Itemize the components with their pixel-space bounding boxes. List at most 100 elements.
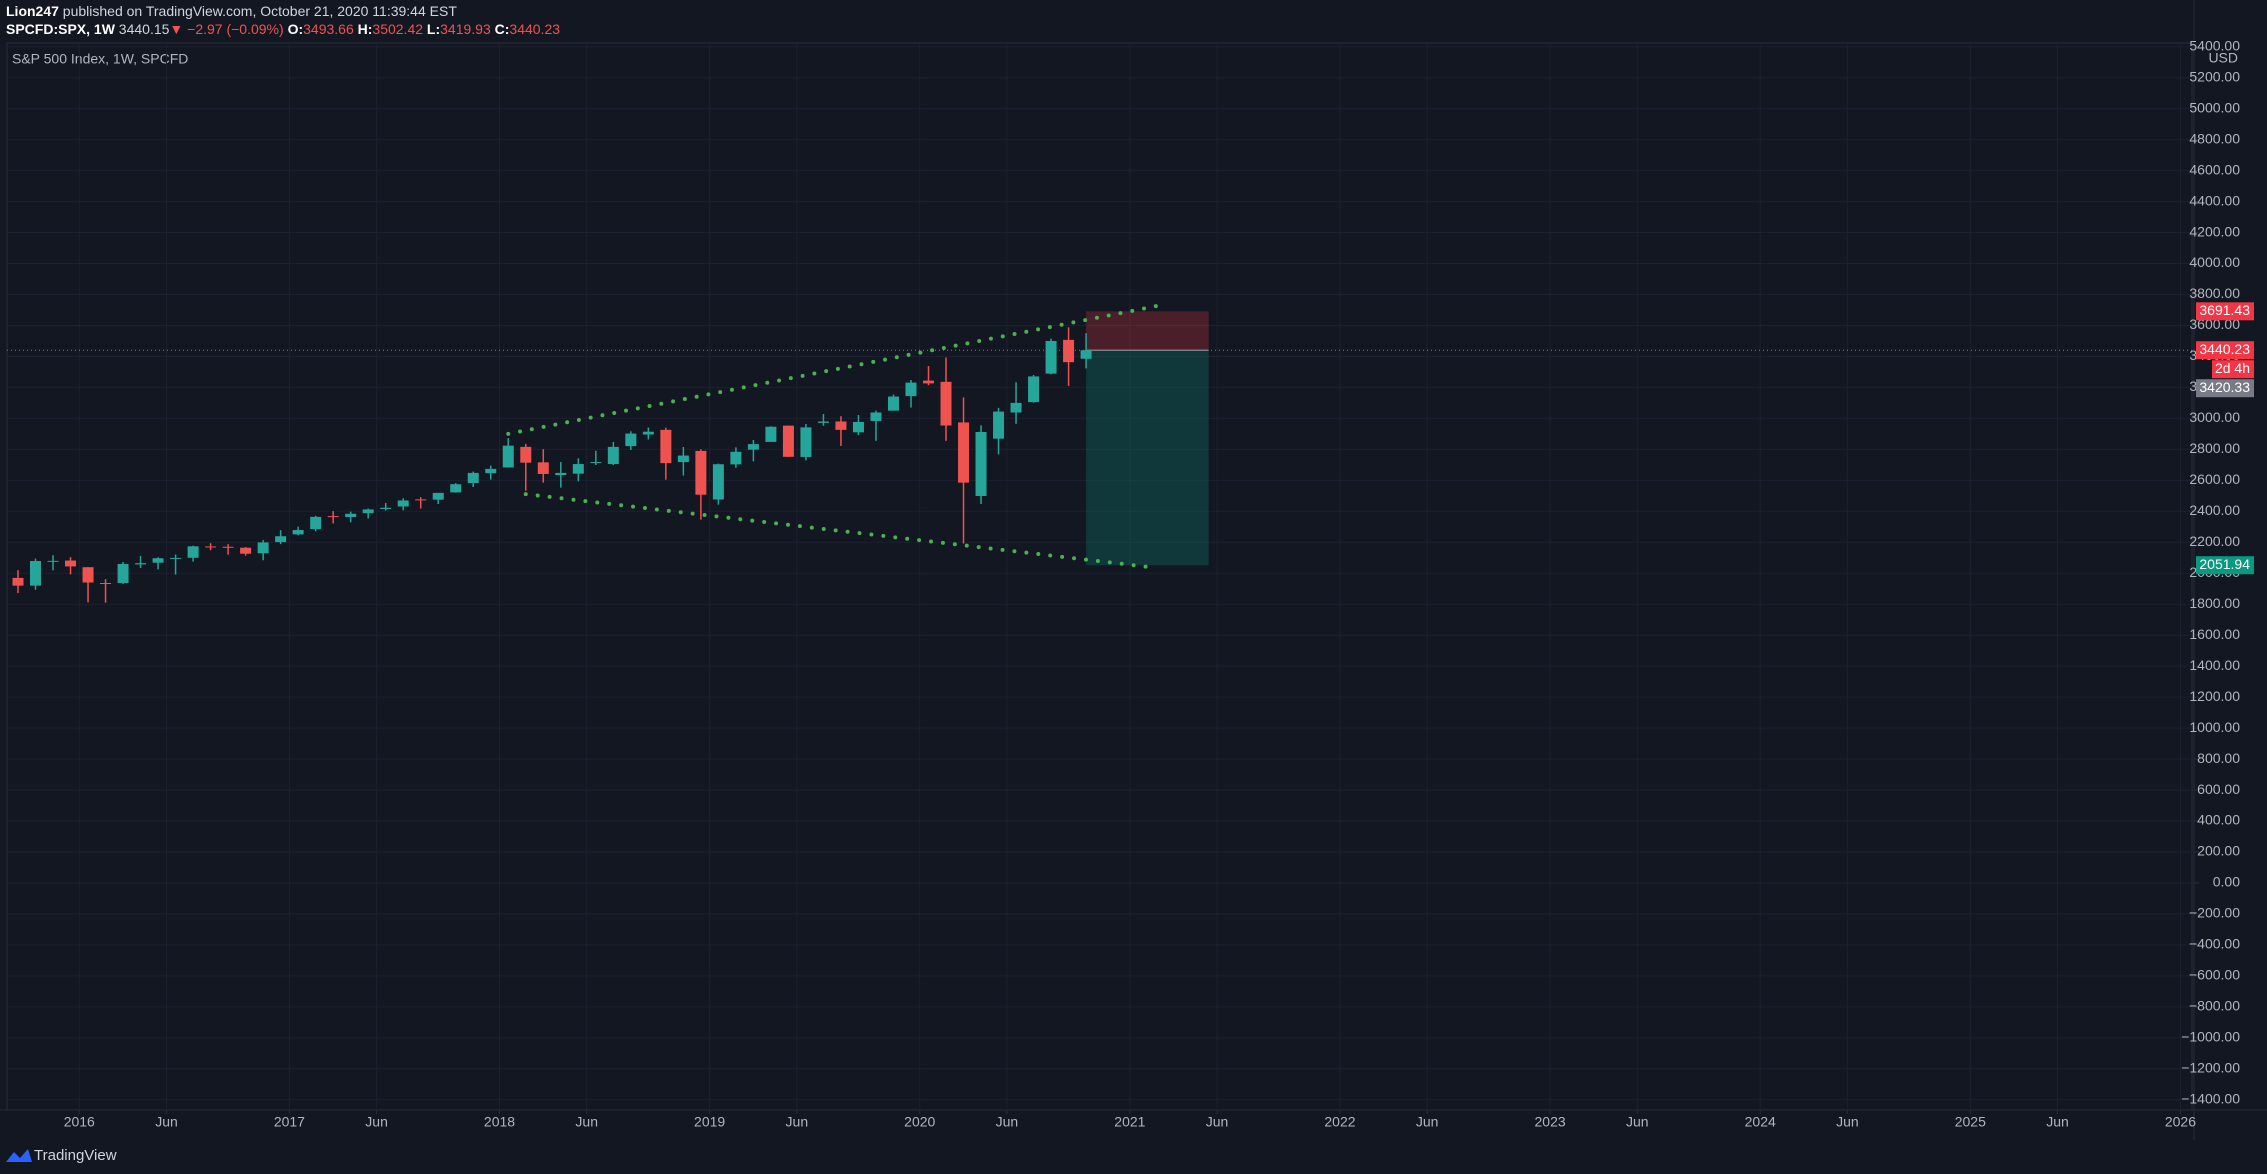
candle-body — [905, 382, 917, 397]
candle-body — [870, 412, 882, 422]
y-tick-label: 800.00 — [2197, 750, 2240, 766]
candle-body — [135, 563, 147, 565]
low: 3419.93 — [440, 21, 491, 37]
x-tick-label: 2020 — [904, 1114, 935, 1130]
candle-body — [327, 516, 339, 518]
brand[interactable]: TradingView — [34, 1147, 117, 1164]
price-label: 3691.43 — [2199, 302, 2250, 318]
x-tick-label: Jun — [365, 1114, 388, 1130]
price-label-bg — [2196, 556, 2254, 575]
y-tick-label: 4400.00 — [2189, 192, 2240, 208]
chart-title: S&P 500 Index, 1W, SPCFD — [12, 51, 188, 67]
y-tick-label: −400.00 — [2189, 936, 2240, 952]
candle-body — [30, 561, 42, 586]
x-tick-label: Jun — [575, 1114, 598, 1130]
candle-body — [257, 542, 269, 554]
candle-body — [12, 577, 24, 586]
price-label-bg — [2196, 341, 2254, 360]
y-tick-label: 1400.00 — [2189, 657, 2240, 673]
y-tick-label: 1000.00 — [2189, 719, 2240, 735]
x-tick-label: 2022 — [1324, 1114, 1355, 1130]
y-tick-label: 400.00 — [2197, 812, 2240, 828]
candle-body — [887, 396, 899, 411]
x-tick-label: 2017 — [274, 1114, 305, 1130]
candle-body — [958, 422, 970, 483]
candle-body — [310, 516, 322, 530]
candle-body — [607, 446, 619, 465]
y-tick-label: 2800.00 — [2189, 440, 2240, 456]
close-label: C: — [494, 21, 510, 37]
countdown-bg — [2212, 360, 2254, 379]
x-tick-label: Jun — [155, 1114, 178, 1130]
y-tick-label: 3000.00 — [2189, 409, 2240, 425]
candle-body — [835, 421, 847, 430]
arrow: ▼ — [169, 21, 184, 37]
y-tick-label: 2400.00 — [2189, 502, 2240, 518]
candle-body — [817, 421, 829, 423]
author: Lion247 — [6, 3, 59, 19]
candle-body — [205, 546, 217, 548]
price-label: 2051.94 — [2199, 556, 2250, 572]
x-tick-label: Jun — [1626, 1114, 1649, 1130]
price-label: 3420.33 — [2199, 379, 2250, 395]
y-tick-label: 5400.00 — [2189, 37, 2240, 53]
x-tick-label: 2019 — [694, 1114, 725, 1130]
candle-body — [712, 464, 724, 500]
open-label: O: — [287, 21, 304, 37]
y-tick-label: −1000.00 — [2181, 1029, 2240, 1045]
candle-body — [852, 421, 864, 433]
candle-body — [782, 425, 794, 457]
y-tick-label: 600.00 — [2197, 781, 2240, 797]
candle-body — [800, 427, 812, 457]
candle-body — [1080, 350, 1092, 359]
candle-body — [747, 444, 759, 450]
y-tick-label: 2200.00 — [2189, 533, 2240, 549]
y-tick-label: 4800.00 — [2189, 130, 2240, 146]
y-tick-label: 4200.00 — [2189, 223, 2240, 239]
low-label: L: — [426, 21, 441, 37]
candle-body — [397, 500, 409, 507]
x-tick-label: 2024 — [1745, 1114, 1776, 1130]
candle-body — [520, 446, 532, 463]
x-tick-label: Jun — [1416, 1114, 1439, 1130]
publish-line: Lion247 published on TradingView.com, Oc… — [6, 3, 457, 19]
candle-body — [432, 492, 444, 500]
candle-body — [502, 445, 514, 468]
candle-body — [555, 472, 567, 476]
candle-body — [730, 451, 742, 465]
candle-body — [485, 468, 497, 474]
x-tick-label: 2026 — [2165, 1114, 2196, 1130]
symbol: SPCFD:SPX, 1W — [6, 21, 115, 37]
candle-body — [240, 547, 252, 554]
candle-body — [660, 429, 672, 464]
candle-body — [572, 464, 584, 474]
candle-body — [100, 583, 112, 585]
candle-body — [152, 558, 164, 563]
candle-body — [1045, 340, 1057, 374]
trendline — [506, 304, 1159, 436]
candle-body — [537, 462, 549, 474]
x-tick-label: 2016 — [64, 1114, 95, 1130]
high-label: H: — [357, 21, 373, 37]
last: 3440.15 — [118, 21, 170, 37]
plot-area — [6, 42, 2193, 1111]
open: 3493.66 — [303, 21, 354, 37]
stop-zone — [1086, 311, 1209, 351]
price-label-bg — [2196, 302, 2254, 321]
price-label-bg — [2196, 379, 2254, 398]
x-tick-label: Jun — [1836, 1114, 1859, 1130]
candle-body — [345, 513, 357, 518]
candle-body — [362, 509, 374, 514]
x-tick-label: 2018 — [484, 1114, 515, 1130]
legend: SPCFD:SPX, 1W 3440.15▼ −2.97 (−0.09%) O:… — [6, 21, 560, 37]
y-tick-label: 3800.00 — [2189, 285, 2240, 301]
high: 3502.42 — [372, 21, 424, 37]
x-tick-label: Jun — [996, 1114, 1019, 1130]
change: −2.97 (−0.09%) — [187, 21, 284, 37]
y-tick-label: −600.00 — [2189, 967, 2240, 983]
candle-body — [450, 484, 462, 493]
candle-body — [975, 432, 987, 496]
candle-body — [65, 560, 77, 567]
